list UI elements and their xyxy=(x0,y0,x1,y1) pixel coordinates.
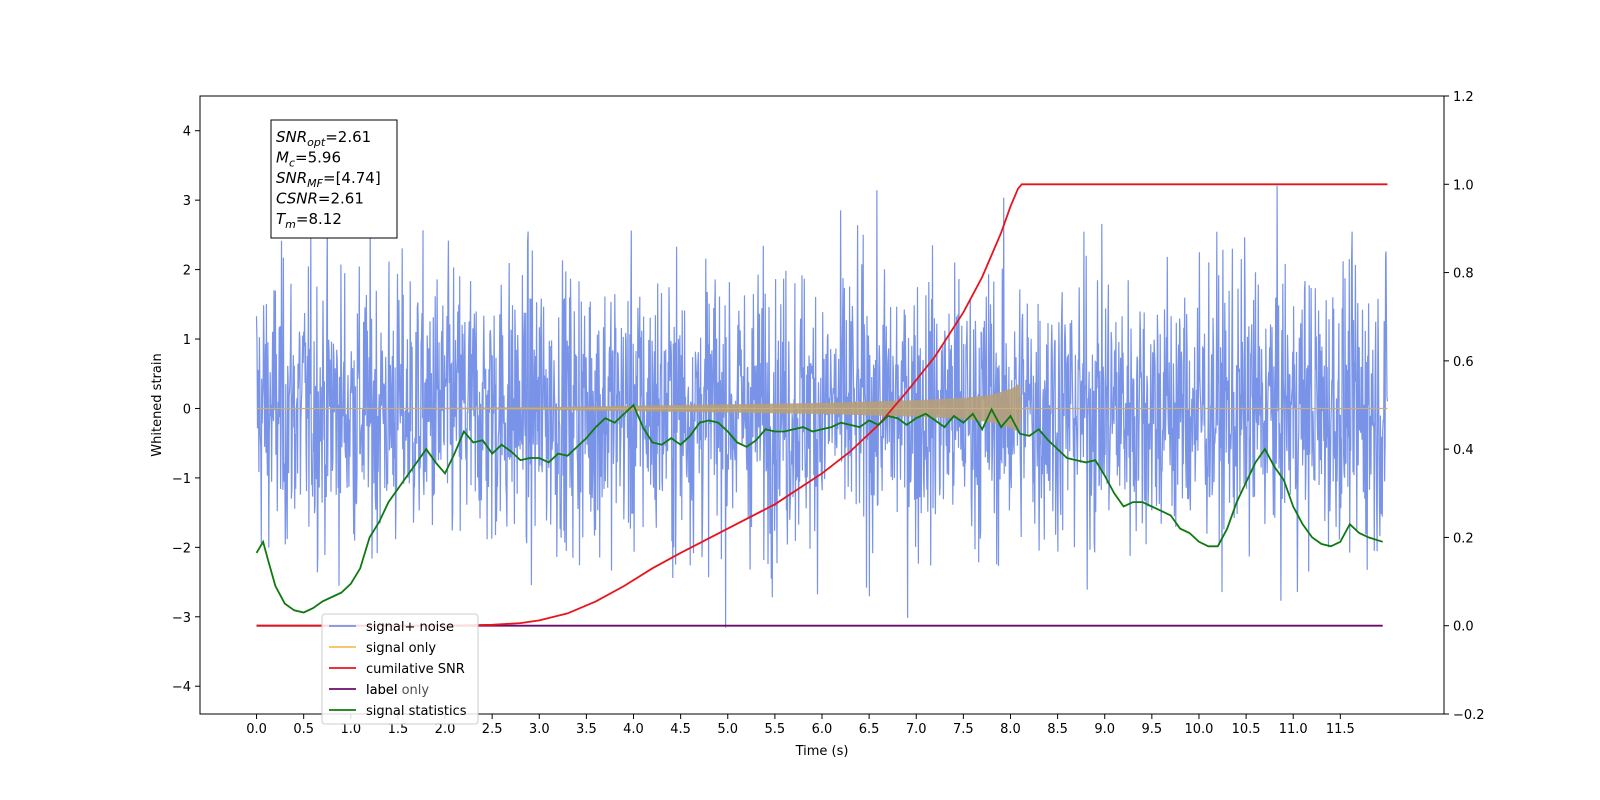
y-left-tick-label: 2 xyxy=(183,264,191,279)
y-axis-left: 4 3 2 1 0 −1 −2 −3 −4 xyxy=(172,125,200,695)
y-right-tick-label: 0.8 xyxy=(1453,267,1474,282)
legend-entry-label: signal statistics xyxy=(366,704,467,719)
y-left-tick-label: −3 xyxy=(172,611,191,626)
y-left-tick-label: −1 xyxy=(172,472,191,487)
stats-line: SNRMF=[4.74] xyxy=(276,169,381,190)
y-left-tick-label: 1 xyxy=(183,333,191,348)
y-right-tick-label: 1.2 xyxy=(1453,90,1474,105)
x-tick-label: 10.5 xyxy=(1232,722,1261,737)
x-tick-label: 9.0 xyxy=(1094,722,1115,737)
x-tick-label: 1.0 xyxy=(340,722,361,737)
legend: signal+ noise signal only cumilative SNR la… xyxy=(321,613,479,725)
y-left-tick-label: 4 xyxy=(183,125,191,140)
x-tick-label: 7.5 xyxy=(953,722,974,737)
x-tick-label: 3.0 xyxy=(529,722,550,737)
y-right-tick-label: −0.2 xyxy=(1453,708,1485,723)
x-tick-label: 6.0 xyxy=(812,722,833,737)
x-tick-label: 6.5 xyxy=(859,722,880,737)
y-axis-label-left: Whitened strain xyxy=(150,353,165,456)
x-tick-label: 2.0 xyxy=(435,722,456,737)
stats-line: Tm=8.12 xyxy=(276,210,342,231)
x-tick-label: 11.0 xyxy=(1279,722,1308,737)
x-tick-label: 0.0 xyxy=(246,722,267,737)
y-left-tick-label: −4 xyxy=(172,680,191,695)
x-tick-label: 10.0 xyxy=(1184,722,1213,737)
noise-series-line xyxy=(255,185,1389,628)
y-left-tick-label: −2 xyxy=(172,541,191,556)
x-tick-label: 5.5 xyxy=(765,722,786,737)
x-tick-label: 3.5 xyxy=(576,722,597,737)
x-tick-label: 1.5 xyxy=(388,722,409,737)
legend-entry-label: signal+ noise xyxy=(366,620,454,635)
stats-box-frame xyxy=(270,119,398,239)
y-right-tick-label: 0.2 xyxy=(1453,531,1474,546)
x-tick-label: 7.0 xyxy=(906,722,927,737)
x-tick-label: 2.5 xyxy=(482,722,503,737)
y-right-tick-label: 0.0 xyxy=(1453,620,1474,635)
legend-frame xyxy=(321,613,479,725)
y-right-tick-label: 1.0 xyxy=(1453,178,1474,193)
legend-entry-label: signal only xyxy=(366,641,436,656)
y-right-tick-label: 0.4 xyxy=(1453,443,1474,458)
x-tick-label: 4.0 xyxy=(623,722,644,737)
x-tick-label: 9.5 xyxy=(1142,722,1163,737)
stats-line: CSNR=2.61 xyxy=(276,190,364,208)
y-axis-right: 1.2 1.0 0.8 0.6 0.4 0.2 0.0 −0.2 xyxy=(1444,90,1485,723)
legend-entry-label-faded: label only xyxy=(366,683,429,698)
x-axis: 0.0 0.5 1.0 1.5 2.0 2.5 3.0 3.5 4.0 4.5 5.0 5.5 6.0 6… xyxy=(246,714,1355,737)
y-left-tick-label: 0 xyxy=(183,402,191,417)
y-right-tick-label: 0.6 xyxy=(1453,355,1474,370)
cumulative-snr-line xyxy=(256,183,1388,627)
x-axis-label: Time (s) xyxy=(795,744,849,759)
y-left-tick-label: 3 xyxy=(183,194,191,209)
x-tick-label: 5.0 xyxy=(717,722,738,737)
stats-line: Mc=5.96 xyxy=(276,149,341,170)
x-tick-label: 11.5 xyxy=(1326,722,1355,737)
x-tick-label: 8.0 xyxy=(1000,722,1021,737)
stats-line: SNRopt=2.61 xyxy=(276,128,371,149)
legend-entry-label: label xyxy=(366,683,397,698)
legend-entry-label: cumilative SNR xyxy=(366,662,465,677)
x-tick-label: 8.5 xyxy=(1047,722,1068,737)
signal-statistics-line xyxy=(255,403,1383,614)
x-tick-label: 4.5 xyxy=(670,722,691,737)
x-tick-label: 0.5 xyxy=(293,722,314,737)
